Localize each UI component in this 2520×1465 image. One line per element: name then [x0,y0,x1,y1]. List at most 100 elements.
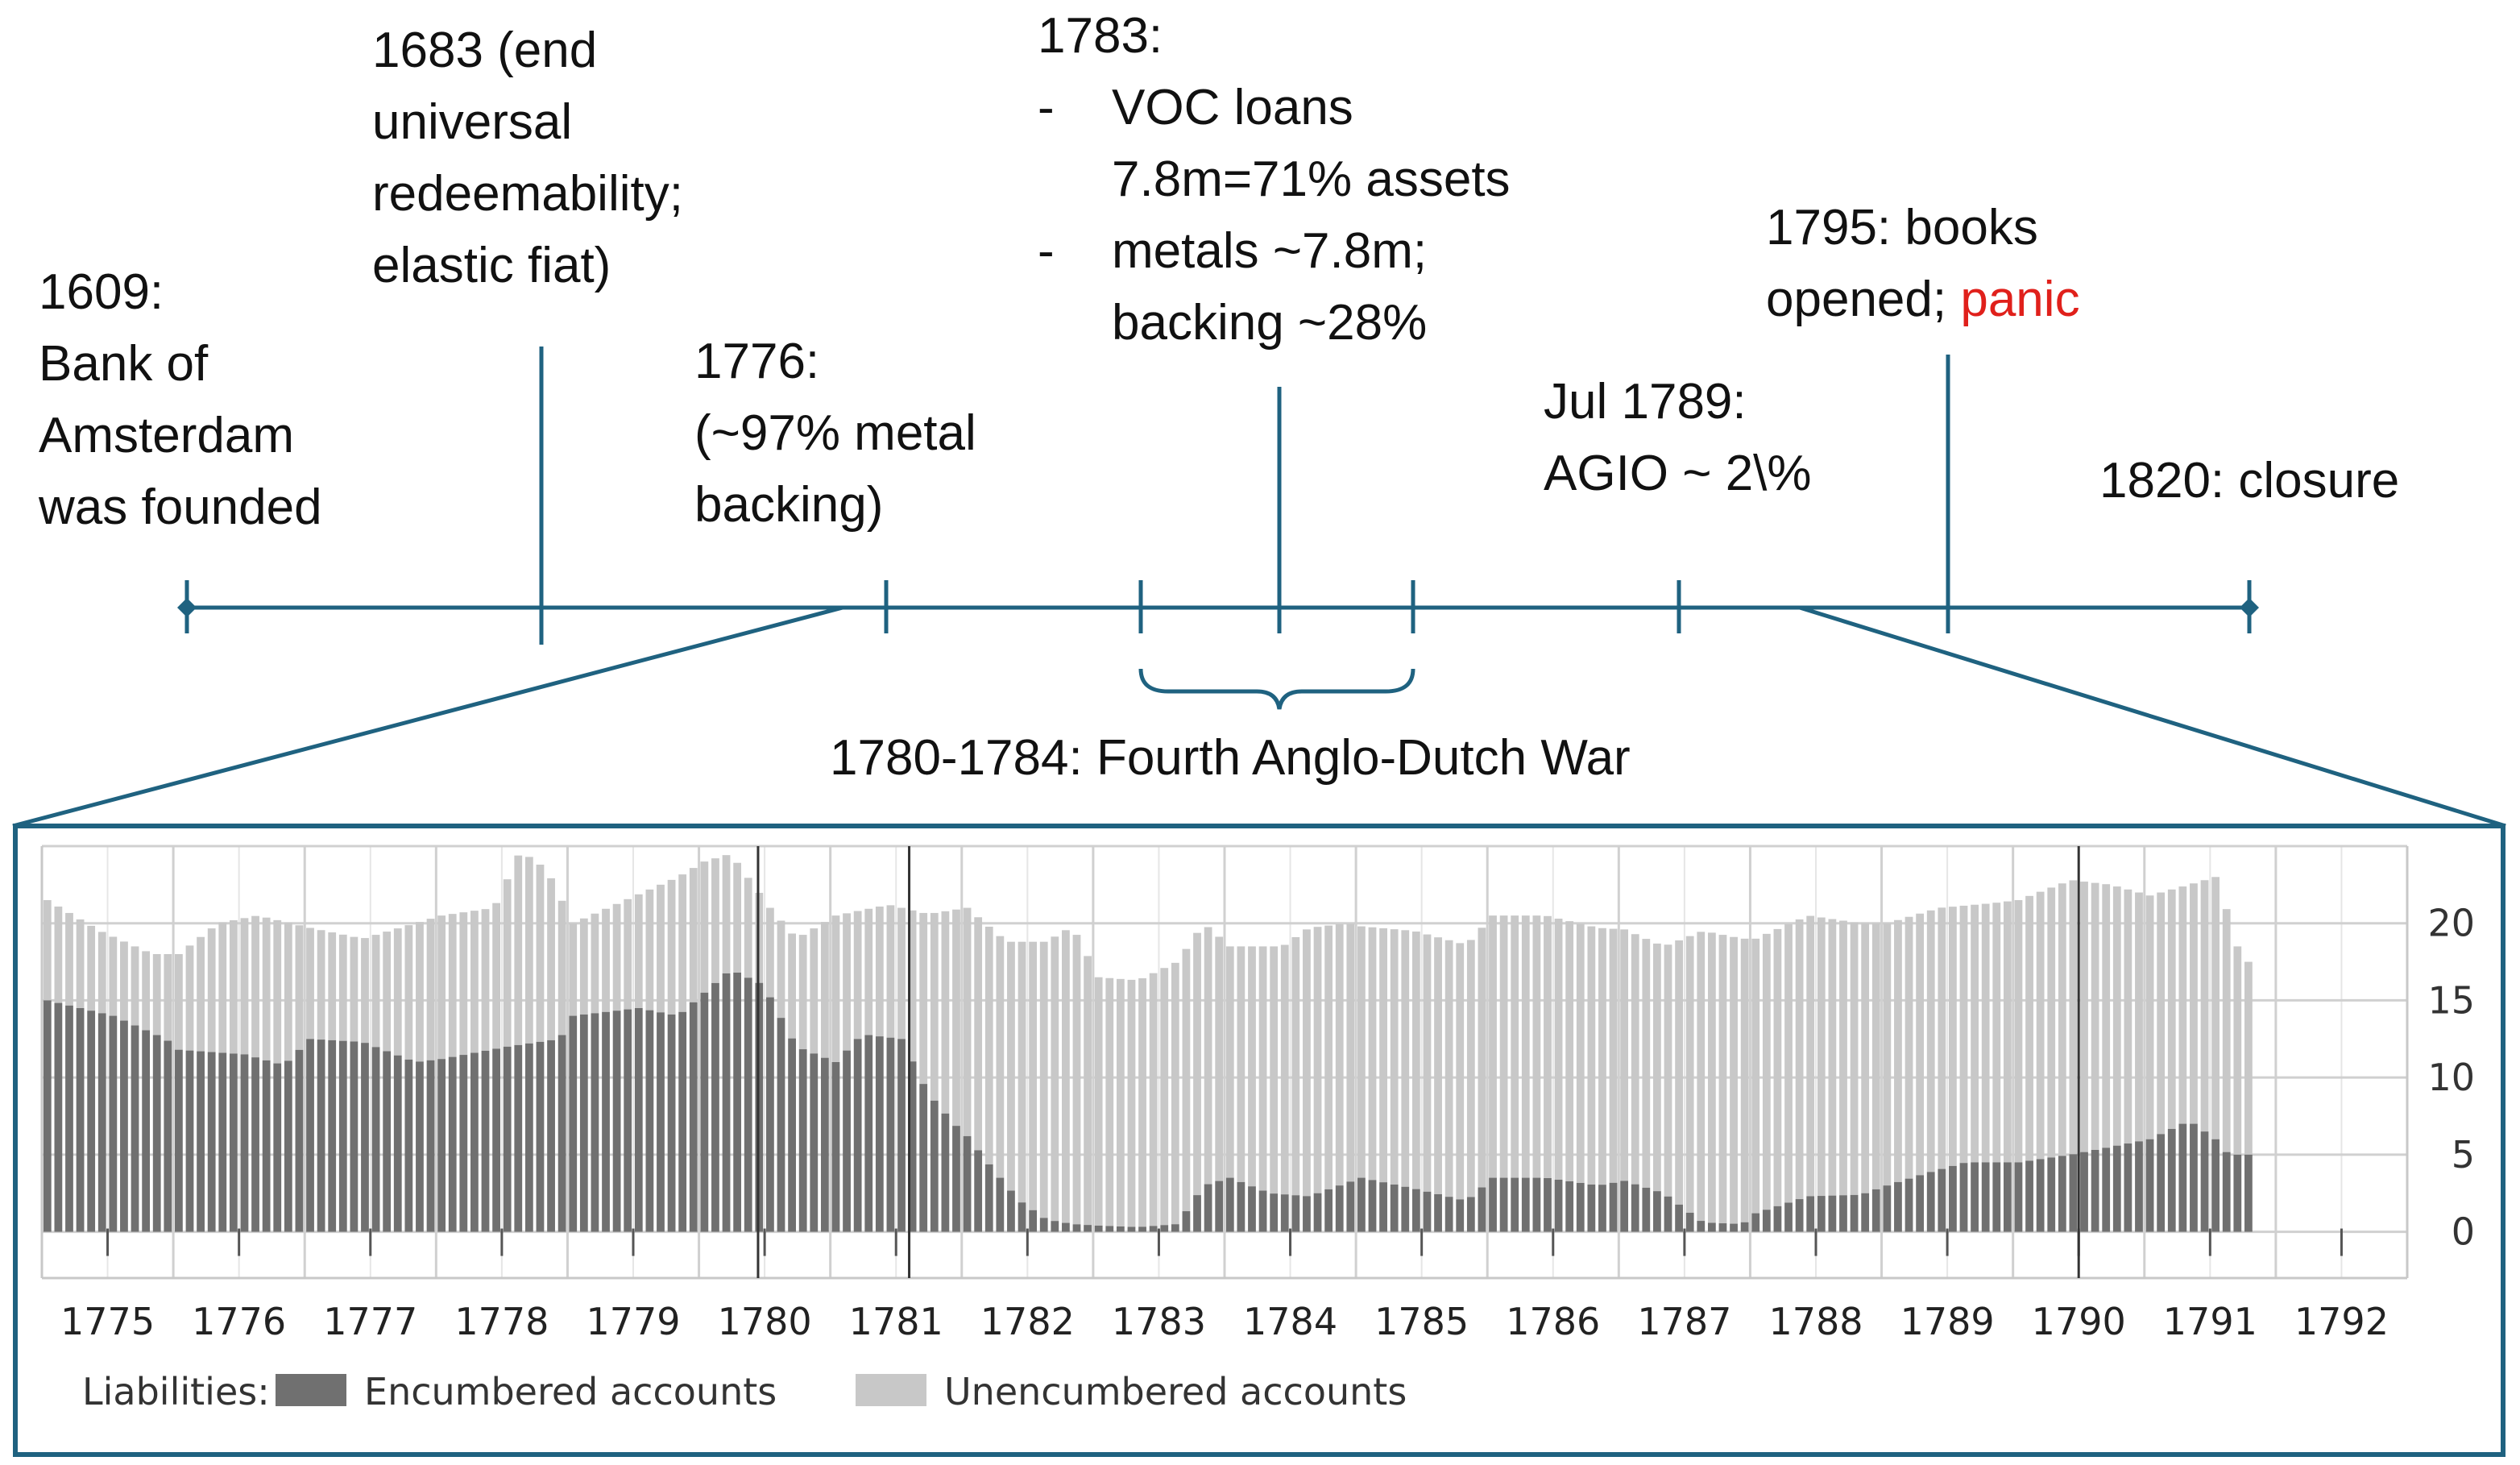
bar-encumbered [43,1000,52,1232]
bar-unencumbered [1270,946,1279,1194]
bar-encumbered [2222,1152,2231,1232]
bar-encumbered [164,1040,172,1232]
bar-unencumbered [634,894,643,1008]
bar-encumbered [2080,1152,2088,1232]
bar-unencumbered [317,930,325,1040]
bar-unencumbered [416,922,424,1062]
bar-encumbered [1576,1182,1585,1232]
bar-encumbered [1149,1226,1158,1232]
bar-unencumbered [481,909,490,1051]
bar-unencumbered [2233,946,2242,1155]
bar-encumbered [459,1055,468,1232]
x-tick-label: 1785 [1374,1300,1469,1343]
bar-unencumbered [1357,926,1366,1178]
bar-unencumbered [65,912,73,1006]
bar-unencumbered [2069,880,2078,1155]
bar-unencumbered [1127,979,1136,1227]
bar-encumbered [284,1060,292,1232]
bar-encumbered [569,1015,578,1232]
bar-encumbered [2178,1123,2187,1232]
bar-encumbered [1740,1222,1749,1232]
bar-unencumbered [678,874,687,1012]
bar-encumbered [2145,1139,2154,1232]
bar-unencumbered [1390,929,1399,1185]
bar-unencumbered [1521,915,1530,1178]
bar-encumbered [240,1054,249,1232]
bar-unencumbered [97,932,106,1014]
bar-encumbered [624,1009,632,1232]
bar-unencumbered [2003,901,2012,1163]
x-tick-label: 1789 [1900,1300,1995,1343]
bar-encumbered [152,1035,161,1232]
bar-unencumbered [43,900,52,1001]
bar-unencumbered [1697,932,1706,1222]
bar-unencumbered [1346,923,1355,1182]
bar-encumbered [1806,1196,1815,1232]
bar-unencumbered [667,879,676,1015]
bar-encumbered [1171,1224,1179,1232]
bar-encumbered [2124,1143,2132,1232]
bar-unencumbered [1751,938,1760,1214]
bar-encumbered [1357,1177,1366,1232]
bar-encumbered [142,1030,151,1232]
bar-unencumbered [624,899,632,1010]
bar-encumbered [1029,1210,1038,1232]
bar-encumbered [437,1059,446,1232]
bar-encumbered [875,1036,884,1232]
bar-unencumbered [1861,923,1870,1193]
bar-unencumbered [175,954,183,1050]
bar-encumbered [1018,1202,1026,1232]
bar-unencumbered [1379,928,1387,1183]
bar-encumbered [503,1046,512,1232]
bar-encumbered [175,1049,183,1232]
bar-unencumbered [1949,907,1957,1166]
bar-encumbered [2157,1134,2166,1232]
bar-unencumbered [1324,925,1333,1189]
bar-unencumbered [1762,933,1771,1210]
bar-unencumbered [426,919,435,1060]
x-tick-label: 1790 [2032,1300,2126,1343]
bar-unencumbered [492,903,500,1049]
bar-encumbered [1871,1189,1880,1232]
bar-unencumbered [1072,935,1081,1225]
bar-encumbered [984,1164,993,1232]
bar-unencumbered [1850,922,1859,1195]
x-tick-label: 1791 [2163,1300,2257,1343]
bar-unencumbered [820,922,829,1058]
bar-encumbered [1084,1225,1092,1232]
bar-encumbered [547,1040,555,1232]
bar-encumbered [1182,1211,1191,1232]
x-tick-label: 1783 [1112,1300,1206,1343]
event-1783-label: 1783: - VOC loans 7.8m=71% assets - meta… [1038,0,1511,359]
zoom-line-left [12,605,843,828]
bar-encumbered [1116,1226,1125,1232]
bar-unencumbered [120,941,128,1021]
bar-unencumbered [1237,946,1245,1182]
bar-encumbered [843,1050,851,1232]
bar-unencumbered [1828,919,1837,1196]
bar-unencumbered [984,926,993,1164]
bar-encumbered [2047,1157,2056,1232]
bar-unencumbered [87,925,96,1011]
bar-encumbered [1707,1222,1716,1232]
y-tick-label: 5 [2452,1133,2475,1177]
bar-encumbered [1850,1194,1859,1232]
bar-encumbered [2025,1160,2033,1232]
bar-encumbered [1411,1189,1420,1232]
bar-unencumbered [602,908,610,1012]
event-1789-label: Jul 1789: AGIO ~ 2\% [1544,374,1812,501]
bar-unencumbered [1971,904,1979,1163]
bar-unencumbered [1182,948,1191,1212]
bar-unencumbered [1444,940,1453,1197]
bar-encumbered [1193,1195,1201,1232]
bar-encumbered [1544,1177,1552,1232]
bar-encumbered [1631,1184,1639,1232]
bar-unencumbered [295,925,304,1050]
bar-unencumbered [798,935,807,1050]
bar-encumbered [295,1049,304,1232]
bar-encumbered [1499,1177,1508,1232]
bar-encumbered [657,1012,665,1232]
bar-unencumbered [1149,973,1158,1226]
bar-encumbered [404,1059,413,1232]
bar-unencumbered [338,934,347,1041]
